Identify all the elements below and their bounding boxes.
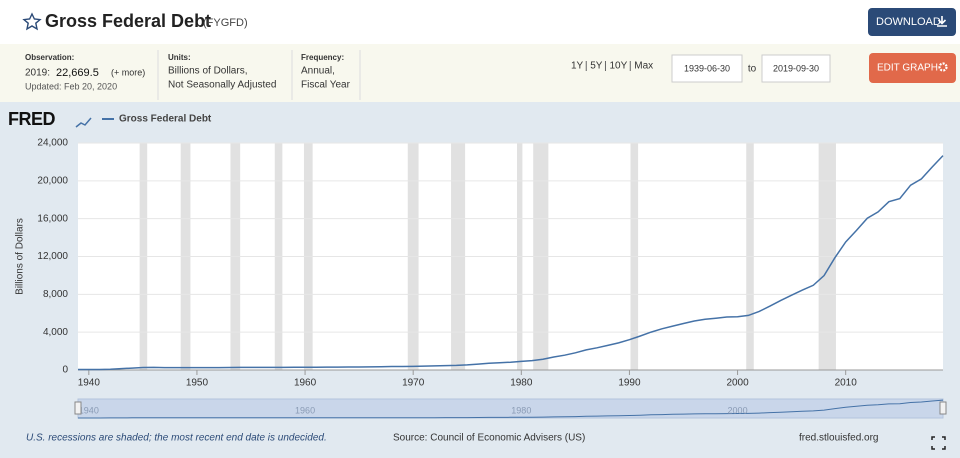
navigator-line [78,399,944,419]
navigator-tick-label: 1980 [511,405,531,415]
x-tick-label: 1940 [78,378,101,389]
range-link[interactable]: Max [634,61,653,72]
range-link[interactable]: 1Y [571,61,584,72]
x-tick-label: 1960 [294,378,317,389]
range-link[interactable]: 10Y [609,61,627,72]
edit-graph-button[interactable] [869,53,956,83]
end-date: 2019-09-30 [773,63,819,73]
navigator-tick-label: 2000 [728,405,748,415]
units: Billions of Dollars, [168,66,247,77]
observation-value: 22,669.5 [56,67,99,79]
frequency: Fiscal Year [301,80,351,91]
x-tick-label: 2010 [835,378,858,389]
end-date-input[interactable] [761,54,831,83]
frequency: Annual, [301,66,335,77]
y-tick-label: 0 [62,365,68,376]
x-tick-label: 1950 [186,378,209,389]
units-label: Units: [168,53,191,62]
fullscreen-icon[interactable] [931,436,946,450]
navigator-tick-label: 1960 [295,405,315,415]
favorite-star[interactable] [22,12,42,31]
y-tick-label: 8,000 [43,289,68,300]
updated: Updated: Feb 20, 2020 [25,81,117,91]
observation-date: 2019: [25,68,50,79]
start-date: 1939-06-30 [684,63,730,73]
start-date-input[interactable] [671,54,743,83]
title-bar [0,0,960,44]
y-tick-label: 4,000 [43,327,68,338]
x-tick-label: 2000 [726,378,749,389]
y-tick-label: 12,000 [37,251,68,262]
navigator-tick-label: 1940 [79,405,99,415]
navigator-handle[interactable] [74,401,82,415]
series-title: Gross Federal Debt [45,11,211,31]
y-tick-label: 16,000 [37,213,68,224]
x-tick-label: 1990 [618,378,641,389]
download-icon [937,16,947,27]
series-line [78,155,944,371]
site[interactable]: fred.stlouisfed.org [799,433,879,444]
x-tick-label: 1970 [402,378,425,389]
recession-note: U.S. recessions are shaded; the most rec… [26,433,327,444]
range-links: 1Y 5Y 10Y Max [571,61,653,72]
to-label: to [748,64,757,75]
range-link[interactable]: 5Y [590,61,603,72]
edit-graph-label: EDIT GRAPH [877,63,938,74]
download-label: DOWNLOAD [876,16,941,28]
logo-icon [75,117,92,128]
fred-logo: FRED [8,109,56,129]
gear-icon [938,62,948,72]
download-button[interactable] [868,8,956,36]
series-code: (FYGFD) [203,17,248,29]
y-axis-label: Billions of Dollars [15,218,26,295]
source: Source: Council of Economic Advisers (US… [393,433,585,444]
legend-label: Gross Federal Debt [119,114,212,125]
y-tick-label: 20,000 [37,175,68,186]
observation-label: Observation: [25,53,74,62]
x-tick-label: 1980 [510,378,533,389]
more-link[interactable]: (+ more) [111,67,145,77]
navigator-handle[interactable] [939,401,947,415]
units: Not Seasonally Adjusted [168,80,276,91]
y-tick-label: 24,000 [37,138,68,149]
plot: 0 4,000 8,000 12,000 16,000 20,000 24,000 1940 1… [15,114,947,419]
frequency-label: Frequency: [301,53,344,62]
